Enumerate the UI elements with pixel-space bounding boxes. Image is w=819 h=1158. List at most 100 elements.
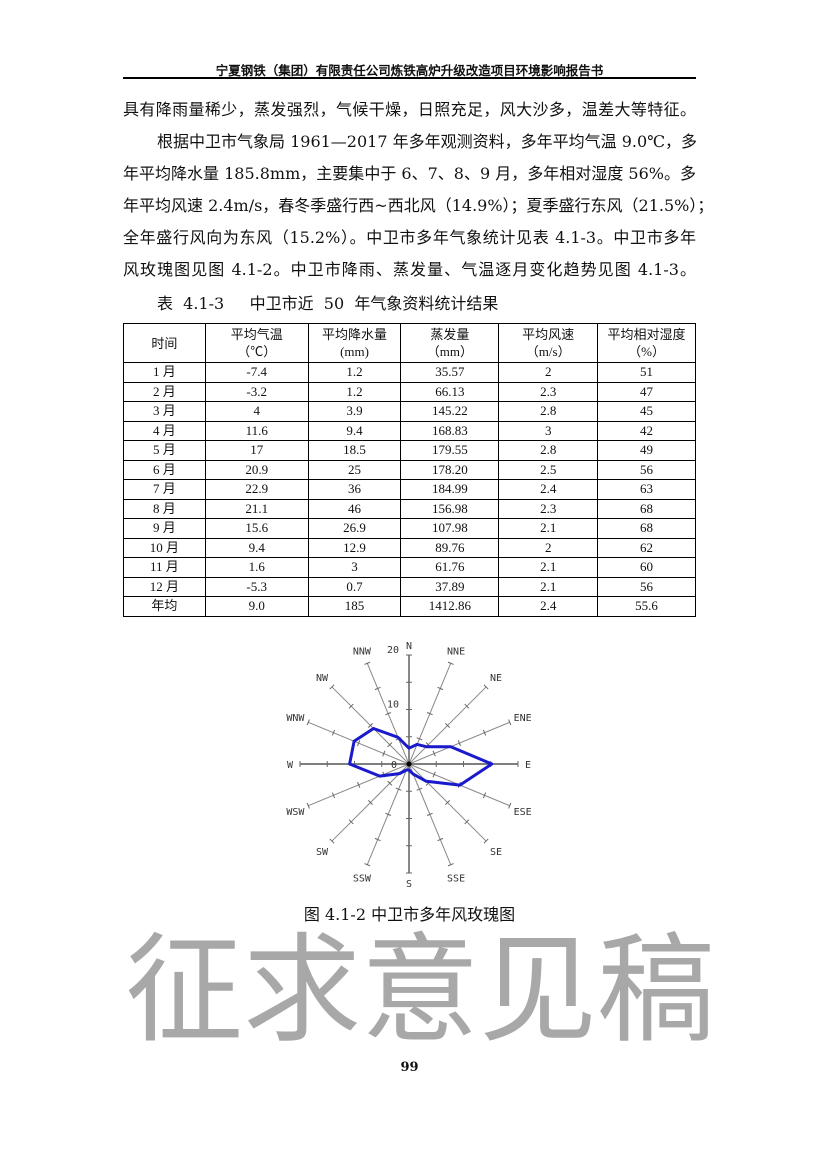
tick-mark xyxy=(482,729,487,736)
tick-mark xyxy=(385,812,392,816)
column-header-text: 时间 xyxy=(151,335,178,351)
table-row: 1 月 -7.4 1.2 35.57 2 51 xyxy=(123,362,696,383)
table-header-row: 时间 平均气温 （℃） 平均降水量 (mm) 蒸发量 （mm） 平均风速 （m/s） 平均相对湿度… xyxy=(123,323,696,363)
watermark: 征 求 意 见 稿 xyxy=(125,921,715,1059)
table-cell: 60 xyxy=(597,557,696,578)
direction-label: SW xyxy=(316,847,329,858)
table-cell: 10 月 xyxy=(123,537,206,558)
data-point-WNW xyxy=(353,740,355,743)
table-cell: -7.4 xyxy=(204,362,309,383)
data-point-SSW xyxy=(405,769,408,771)
tick-mark xyxy=(374,686,381,691)
table-cell: 46 xyxy=(307,498,402,519)
table-cell: 8 月 xyxy=(123,498,206,519)
table-cell: 1.6 xyxy=(204,557,309,578)
direction-label: NNE xyxy=(447,646,465,657)
watermark-char: 求 xyxy=(243,921,362,1059)
table-cell: 7 月 xyxy=(123,479,206,500)
tick-mark xyxy=(348,703,354,709)
tick-mark xyxy=(508,802,512,809)
tick-mark xyxy=(306,802,310,809)
table-cell: 1412.86 xyxy=(400,596,500,617)
table-cell: 168.83 xyxy=(400,420,500,441)
table-cell: 2.1 xyxy=(498,576,599,597)
tick-mark xyxy=(447,863,454,867)
direction-label: W xyxy=(287,760,294,771)
tick-mark xyxy=(367,722,373,728)
table-cell: 2 xyxy=(498,537,599,558)
table-cell: 62 xyxy=(597,537,696,558)
tick-mark xyxy=(464,819,470,825)
tick-mark xyxy=(364,661,371,665)
column-header: 时间 xyxy=(123,323,206,363)
direction-label: WSW xyxy=(286,807,305,818)
data-point-SE xyxy=(425,780,428,783)
column-header-text: 平均相对湿度 xyxy=(607,327,686,342)
table-cell: 12.9 xyxy=(307,537,402,558)
paragraph-line: 年平均降水量 185.8mm，主要集中于 6、7、8、9 月，多年相对湿度 56… xyxy=(123,164,696,183)
tick-mark xyxy=(483,838,489,844)
tick-mark xyxy=(385,712,392,716)
table-row: 6 月 20.9 25 178.20 2.5 56 xyxy=(123,459,696,480)
tick-mark xyxy=(426,812,433,816)
table-cell: 2.3 xyxy=(498,381,599,402)
watermark-char: 稿 xyxy=(597,921,716,1059)
column-header: 平均气温 （℃） xyxy=(204,323,309,363)
table-cell: 11.6 xyxy=(204,420,309,441)
tick-mark xyxy=(437,837,444,842)
table-row: 8 月 21.1 46 156.98 2.3 68 xyxy=(123,498,696,519)
tick-mark xyxy=(367,800,373,806)
column-header-text: 蒸发量 xyxy=(430,327,470,342)
table-cell: 3 xyxy=(498,420,599,441)
table-cell: 42 xyxy=(597,420,696,441)
table-cell: 25 xyxy=(307,459,402,480)
tick-mark xyxy=(416,787,423,791)
tick-mark xyxy=(445,800,451,806)
data-point-SW xyxy=(398,772,401,775)
table-cell: 18.5 xyxy=(307,440,402,461)
direction-label: N xyxy=(406,641,412,652)
table-cell: -3.2 xyxy=(204,381,309,402)
column-header-text: 平均风速 xyxy=(522,327,575,342)
tick-mark xyxy=(508,719,512,726)
table-cell: 11 月 xyxy=(123,557,206,578)
figure-caption: 图 4.1-2 中卫市多年风玫瑰图 xyxy=(303,905,516,924)
data-point-ESE xyxy=(459,784,461,786)
table-cell: 37.89 xyxy=(400,576,500,597)
table-cell: 9 月 xyxy=(123,518,206,539)
table-cell: 51 xyxy=(597,362,696,383)
tick-mark xyxy=(445,722,451,728)
data-point-SSE xyxy=(412,773,414,775)
tick-mark xyxy=(432,750,436,757)
direction-label: ESE xyxy=(514,807,532,818)
data-point-E xyxy=(491,763,493,765)
tick-mark xyxy=(329,684,335,690)
table-cell: 61.76 xyxy=(400,557,500,578)
table-cell: 2.1 xyxy=(498,557,599,578)
radial-tick-label: 0 xyxy=(391,760,397,771)
table-cell: 2.4 xyxy=(498,596,599,617)
radial-tick-label: 10 xyxy=(387,700,399,711)
table-row: 9 月 15.6 26.9 107.98 2.1 68 xyxy=(123,518,696,539)
table-cell: 145.22 xyxy=(400,401,500,422)
table-cell: 9.0 xyxy=(204,596,309,617)
table-cell: 66.13 xyxy=(400,381,500,402)
tick-mark xyxy=(331,792,336,799)
table-cell: 156.98 xyxy=(400,498,500,519)
data-point-NE xyxy=(425,745,428,748)
column-header-text: 平均气温 xyxy=(230,327,283,342)
radial-tick-label: 20 xyxy=(387,645,399,656)
table-cell: 45 xyxy=(597,401,696,422)
paragraph-line: 根据中卫市气象局 1961—2017 年多年观测资料，多年平均气温 9.0℃，多 xyxy=(157,132,698,151)
table-cell: 2.1 xyxy=(498,518,599,539)
column-header-text: (mm) xyxy=(340,344,369,359)
tick-mark xyxy=(437,686,444,691)
running-header: 宁夏钢铁（集团）有限责任公司炼铁高炉升级改造项目环境影响报告书 xyxy=(215,63,604,78)
table-cell: 89.76 xyxy=(400,537,500,558)
column-header-text: （mm） xyxy=(426,344,473,359)
table-cell: 12 月 xyxy=(123,576,206,597)
table-cell: 2.5 xyxy=(498,459,599,480)
table-cell: 17 xyxy=(204,440,309,461)
tick-mark xyxy=(464,703,470,709)
table-cell: -5.3 xyxy=(204,576,309,597)
